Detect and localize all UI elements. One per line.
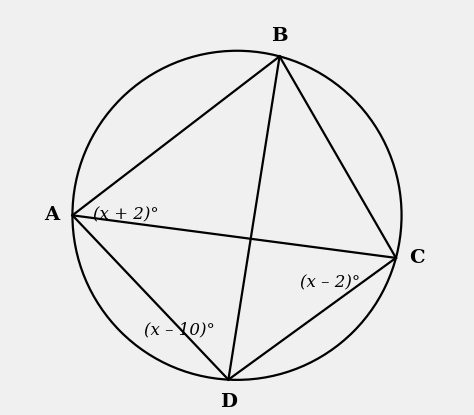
- Text: B: B: [271, 27, 288, 45]
- Text: (x – 2)°: (x – 2)°: [300, 274, 360, 291]
- Text: D: D: [220, 393, 237, 411]
- Text: (x – 10)°: (x – 10)°: [144, 322, 214, 339]
- Text: A: A: [44, 206, 59, 225]
- Text: (x + 2)°: (x + 2)°: [93, 207, 159, 224]
- Text: C: C: [409, 249, 424, 267]
